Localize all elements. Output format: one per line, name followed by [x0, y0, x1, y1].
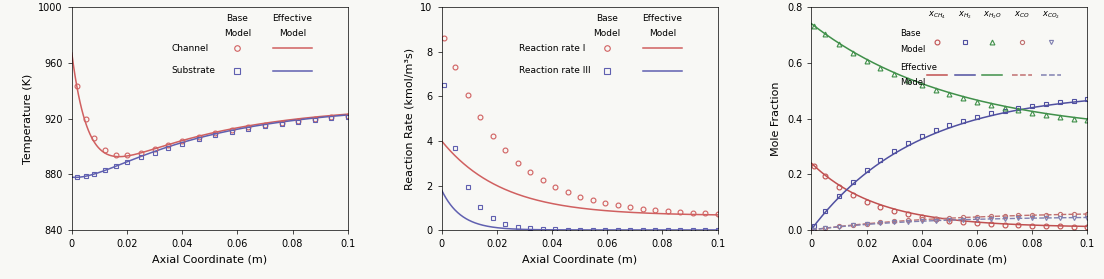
Text: Reaction rate I: Reaction rate I	[519, 44, 585, 53]
Y-axis label: Temperature (K): Temperature (K)	[23, 73, 33, 164]
X-axis label: Axial Coordinate (m): Axial Coordinate (m)	[152, 255, 267, 265]
Text: Model: Model	[649, 29, 676, 38]
Text: Model: Model	[900, 78, 925, 87]
Text: Model: Model	[279, 29, 306, 38]
Y-axis label: Reaction Rate (kmol/m³s): Reaction Rate (kmol/m³s)	[405, 47, 415, 190]
Text: $x_{CO_2}$: $x_{CO_2}$	[1042, 9, 1060, 21]
Text: Reaction rate III: Reaction rate III	[519, 66, 591, 75]
Text: Model: Model	[900, 45, 925, 54]
Text: Substrate: Substrate	[171, 66, 215, 75]
Text: Channel: Channel	[171, 44, 209, 53]
Text: Effective: Effective	[643, 14, 682, 23]
Text: $x_{H_2O}$: $x_{H_2O}$	[983, 9, 1001, 21]
Text: Model: Model	[594, 29, 620, 38]
X-axis label: Axial Coordinate (m): Axial Coordinate (m)	[522, 255, 637, 265]
Y-axis label: Mole Fraction: Mole Fraction	[772, 81, 782, 156]
Text: Effective: Effective	[273, 14, 312, 23]
Text: Base: Base	[900, 29, 921, 38]
Text: Effective: Effective	[900, 63, 937, 72]
Text: Base: Base	[596, 14, 618, 23]
Text: $x_{H_2}$: $x_{H_2}$	[957, 9, 972, 21]
Text: $x_{CO}$: $x_{CO}$	[1013, 9, 1030, 20]
Text: Base: Base	[226, 14, 248, 23]
X-axis label: Axial Coordinate (m): Axial Coordinate (m)	[892, 255, 1007, 265]
Text: Model: Model	[224, 29, 251, 38]
Text: $x_{CH_4}$: $x_{CH_4}$	[928, 9, 946, 21]
